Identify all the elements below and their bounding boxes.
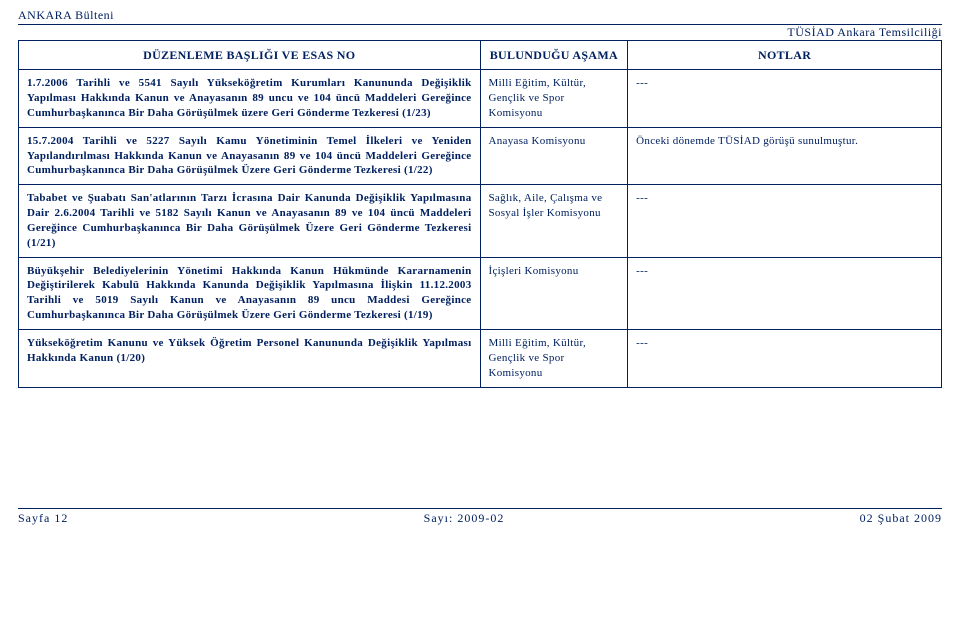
cell-desc: Büyükşehir Belediyelerinin Yönetimi Hakk… (19, 257, 481, 329)
cell-desc: 1.7.2006 Tarihli ve 5541 Sayılı Yükseköğ… (19, 70, 481, 128)
table-row: Yükseköğretim Kanunu ve Yüksek Öğretim P… (19, 330, 942, 388)
table-row: Büyükşehir Belediyelerinin Yönetimi Hakk… (19, 257, 942, 329)
table-row: Tababet ve Şuabatı San'atlarının Tarzı İ… (19, 185, 942, 257)
footer-row: Sayfa 12 Sayı: 2009-02 02 Şubat 2009 (18, 509, 942, 526)
header-col1: DÜZENLEME BAŞLIĞI VE ESAS NO (19, 41, 481, 70)
cell-desc: Yükseköğretim Kanunu ve Yüksek Öğretim P… (19, 330, 481, 388)
cell-notes: --- (628, 185, 942, 257)
table-row: 15.7.2004 Tarihli ve 5227 Sayılı Kamu Yö… (19, 127, 942, 185)
footer-page: Sayfa 12 (18, 511, 68, 526)
footer-issue: Sayı: 2009-02 (424, 511, 505, 526)
cell-notes: --- (628, 70, 942, 128)
org-name: TÜSİAD Ankara Temsilciliği (18, 25, 942, 40)
cell-stage: Milli Eğitim, Kültür, Gençlik ve Spor Ko… (480, 70, 628, 128)
cell-stage: İçişleri Komisyonu (480, 257, 628, 329)
cell-notes: --- (628, 330, 942, 388)
cell-stage: Milli Eğitim, Kültür, Gençlik ve Spor Ko… (480, 330, 628, 388)
header-col2: BULUNDUĞU AŞAMA (480, 41, 628, 70)
cell-desc: 15.7.2004 Tarihli ve 5227 Sayılı Kamu Yö… (19, 127, 481, 185)
cell-notes: Önceki dönemde TÜSİAD görüşü sunulmuştur… (628, 127, 942, 185)
bulletin-title: ANKARA Bülteni (18, 8, 942, 24)
page-footer: Sayfa 12 Sayı: 2009-02 02 Şubat 2009 (18, 508, 942, 526)
footer-date: 02 Şubat 2009 (860, 511, 942, 526)
cell-stage: Anayasa Komisyonu (480, 127, 628, 185)
cell-desc: Tababet ve Şuabatı San'atlarının Tarzı İ… (19, 185, 481, 257)
page-container: ANKARA Bülteni TÜSİAD Ankara Temsilciliğ… (0, 0, 960, 538)
table-header-row: DÜZENLEME BAŞLIĞI VE ESAS NO BULUNDUĞU A… (19, 41, 942, 70)
header-col3: NOTLAR (628, 41, 942, 70)
cell-stage: Sağlık, Aile, Çalışma ve Sosyal İşler Ko… (480, 185, 628, 257)
regulations-table: DÜZENLEME BAŞLIĞI VE ESAS NO BULUNDUĞU A… (18, 40, 942, 388)
cell-notes: --- (628, 257, 942, 329)
table-row: 1.7.2006 Tarihli ve 5541 Sayılı Yükseköğ… (19, 70, 942, 128)
